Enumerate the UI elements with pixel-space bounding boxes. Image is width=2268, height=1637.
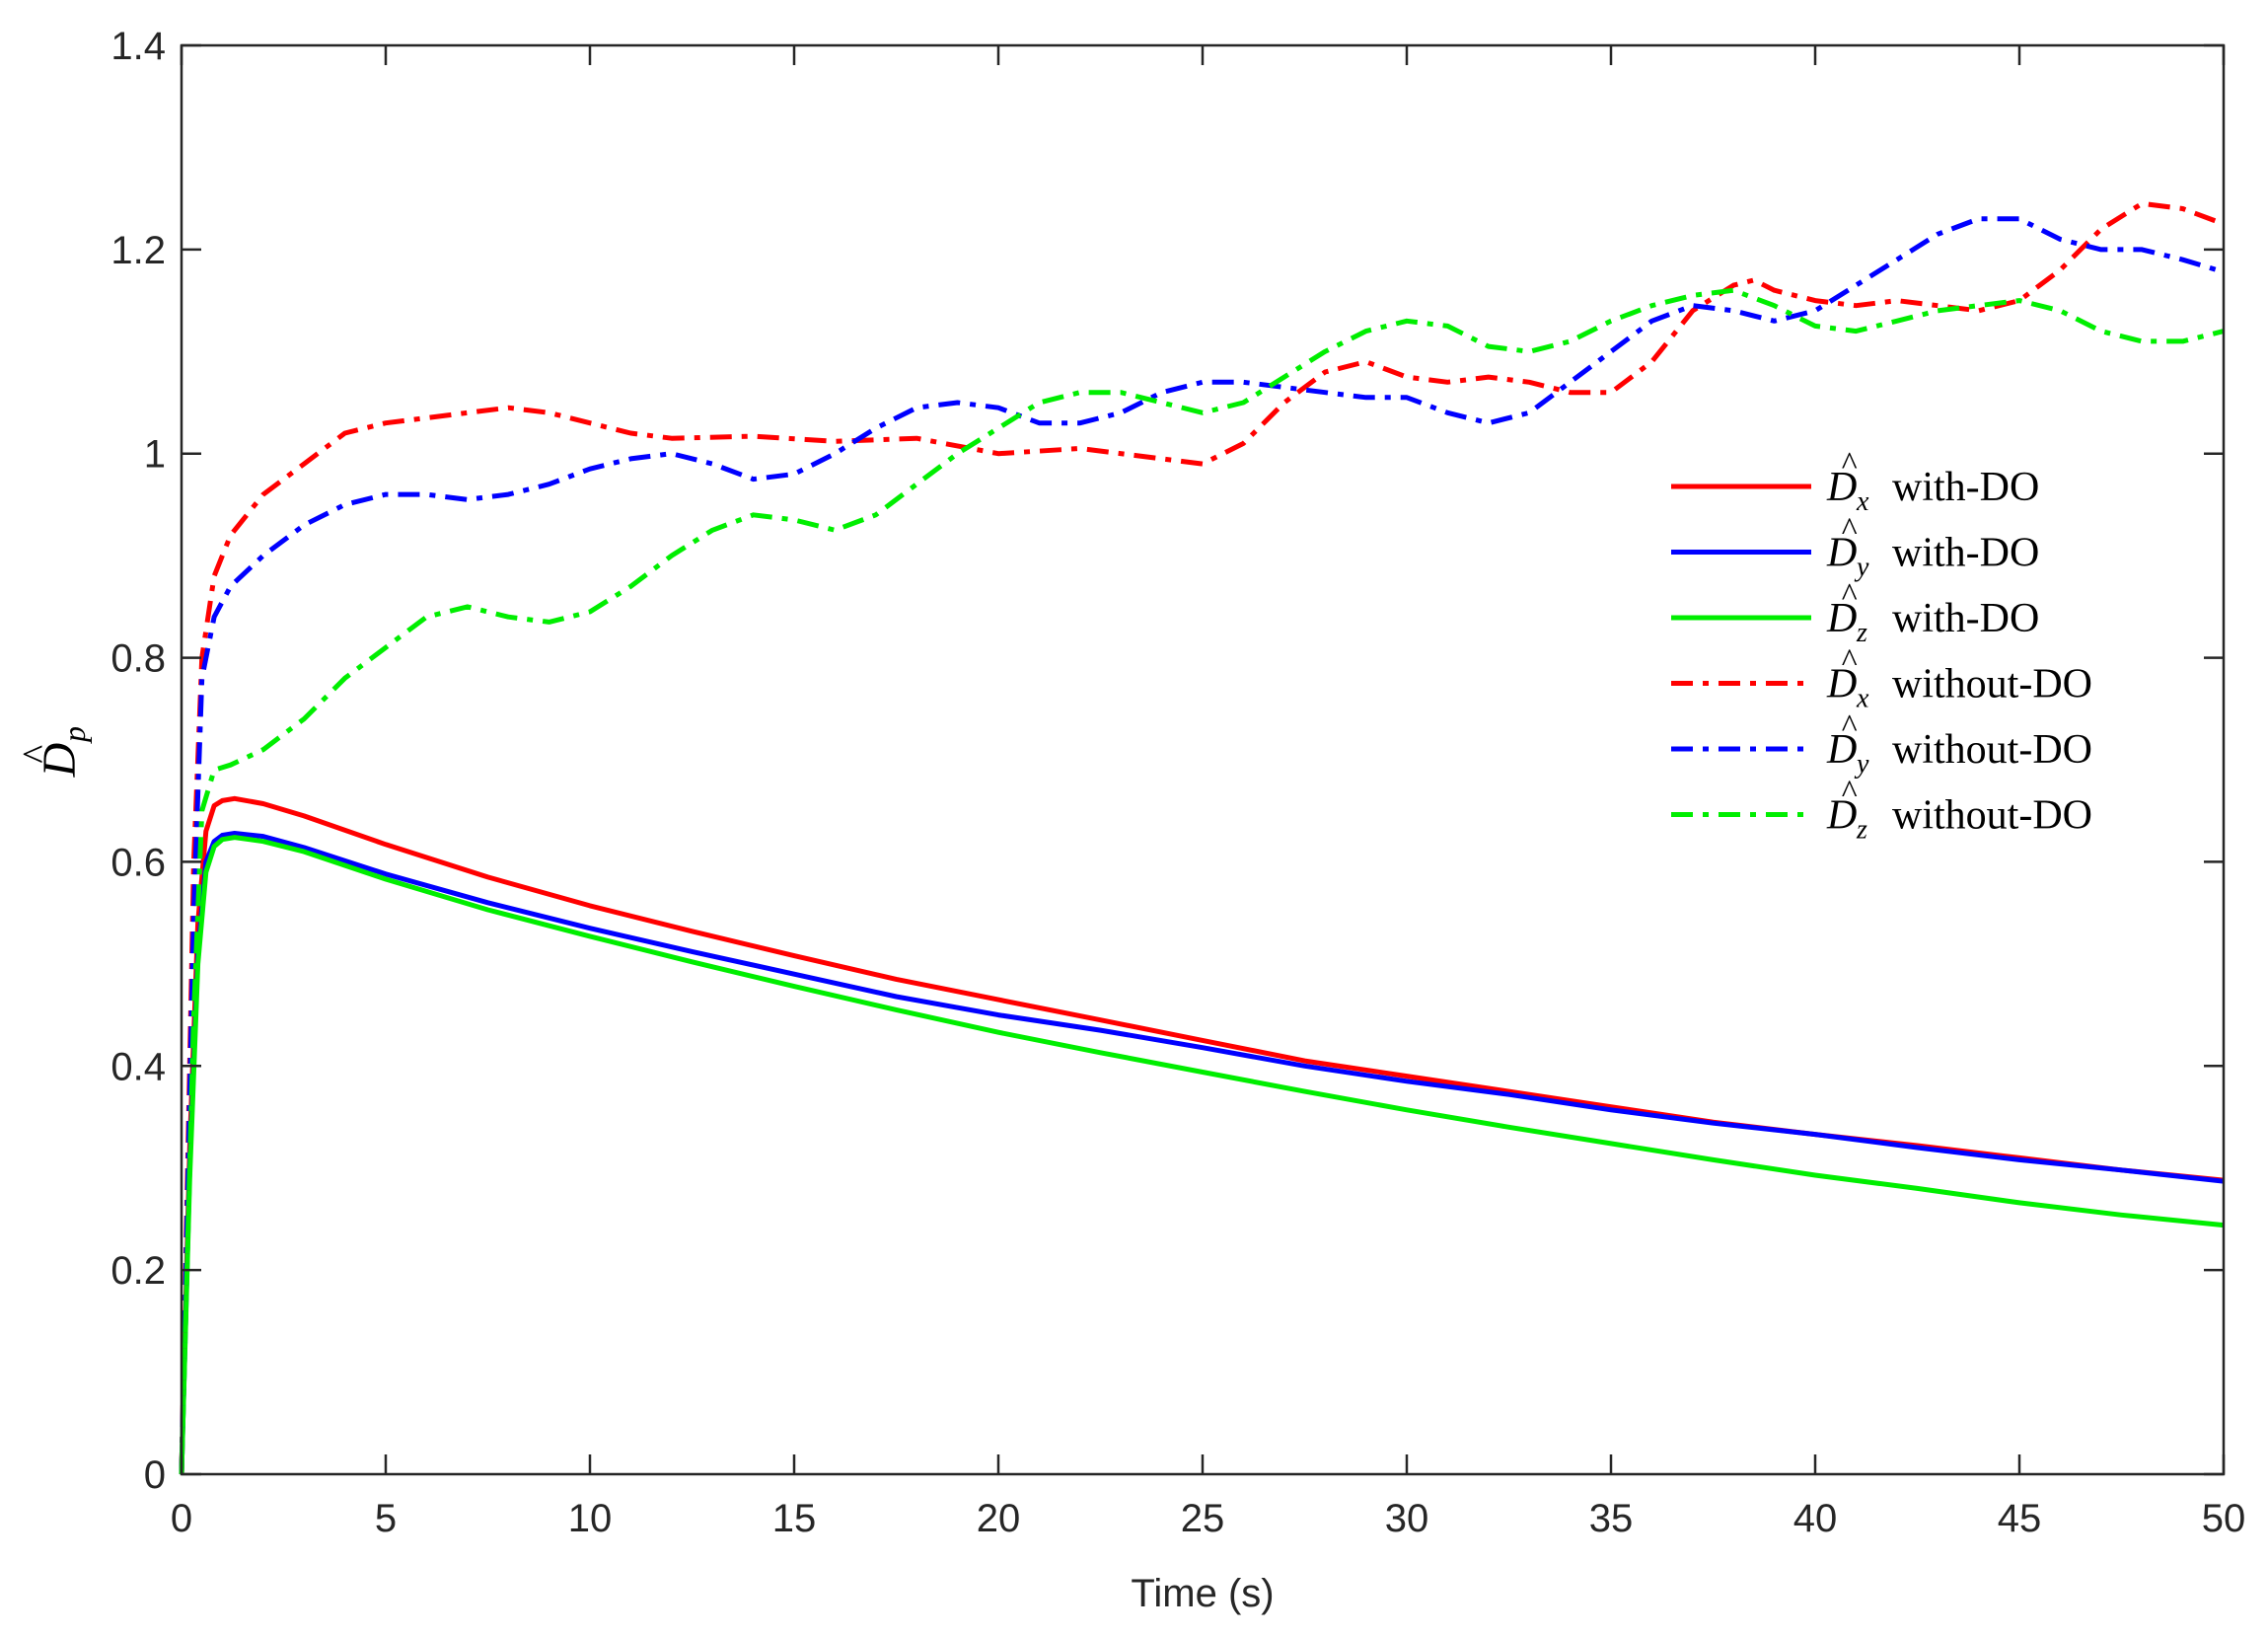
legend-symbol: D [1826,596,1857,641]
y-tick-label: 0.2 [110,1249,166,1293]
legend-hat: ^ [1841,708,1858,745]
legend-subscript: y [1854,749,1869,780]
y-axis-subscript: p [56,726,92,744]
legend-symbol: D [1826,531,1857,576]
legend-hat: ^ [1841,446,1858,483]
y-tick-label: 1.2 [110,229,166,272]
legend-symbol: D [1826,793,1857,839]
y-tick-label: 0 [144,1453,166,1497]
x-tick-label: 45 [1998,1497,2042,1540]
legend-hat: ^ [1841,775,1858,811]
series-line-3 [179,835,2225,1475]
legend-label: without-DO [1892,793,2092,839]
legend-symbol: D [1826,662,1857,707]
legend-entry-2: D^ y with-DO [1826,512,2039,583]
x-tick-label: 15 [772,1497,817,1540]
series-line-4 [179,200,2225,1475]
y-tick-label: 1.4 [110,25,166,68]
axis-ticks [180,43,2226,1476]
x-tick-label: 20 [977,1497,1021,1540]
axis-tick-labels: 0 5 10 15 20 25 30 35 40 45 50 0 0.2 0.4 0.6 0.8 1 1.2 1.4 [110,25,2245,1540]
series-line-6 [179,287,2225,1475]
legend-hat: ^ [1841,577,1858,614]
series-line-2 [179,831,2225,1475]
x-tick-label: 10 [568,1497,613,1540]
x-tick-label: 50 [2202,1497,2246,1540]
legend-subscript: y [1854,553,1869,583]
legend-hat: ^ [1841,643,1858,680]
legend-label: without-DO [1892,727,2092,773]
legend-entry-1: D^x with-DO [1826,446,2039,517]
y-tick-label: 1 [144,433,166,477]
x-tick-label: 40 [1793,1497,1838,1540]
x-axis-title: Time (s) [1131,1572,1274,1615]
legend-hat: ^ [1841,512,1858,549]
x-tick-label: 25 [1181,1497,1225,1540]
x-tick-label: 35 [1589,1497,1634,1540]
x-tick-label: 0 [171,1497,192,1540]
y-axis-hat: ^ [14,744,58,764]
legend-entry-3: D^ z with-DO [1826,577,2039,648]
legend-subscript: x [1856,684,1869,714]
legend-symbol: D [1826,465,1857,510]
legend-label: without-DO [1892,662,2092,707]
legend-entry-4: D^ x without-DO [1826,643,2092,714]
legend-subscript: z [1856,618,1867,648]
legend-label: with-DO [1892,465,2039,510]
legend-subscript: z [1856,815,1867,846]
legend-label: with-DO [1892,531,2039,576]
legend-entry-5: D^ y without-DO [1826,708,2092,780]
y-tick-label: 0.4 [110,1045,166,1088]
x-tick-label: 30 [1385,1497,1429,1540]
legend-entry-6: D^ z without-DO [1826,775,2092,846]
y-axis-title: D ^ p [14,726,92,778]
y-axis-symbol: D [34,743,86,779]
series-lines [179,200,2225,1475]
y-tick-label: 0.8 [110,637,166,681]
x-tick-label: 5 [375,1497,397,1540]
legend: D^x with-DOD^y with-DOD^z with-DOD^x without… [1671,446,2092,846]
y-tick-label: 0.6 [110,841,166,884]
legend-subscript: x [1856,486,1869,517]
series-line-5 [179,216,2225,1475]
legend-symbol: D [1826,727,1857,773]
legend-label: with-DO [1892,596,2039,641]
